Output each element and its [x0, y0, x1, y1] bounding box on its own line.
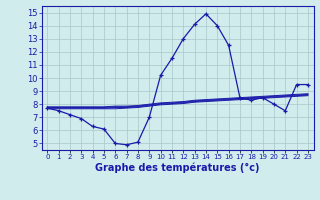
X-axis label: Graphe des températures (°c): Graphe des températures (°c) — [95, 163, 260, 173]
